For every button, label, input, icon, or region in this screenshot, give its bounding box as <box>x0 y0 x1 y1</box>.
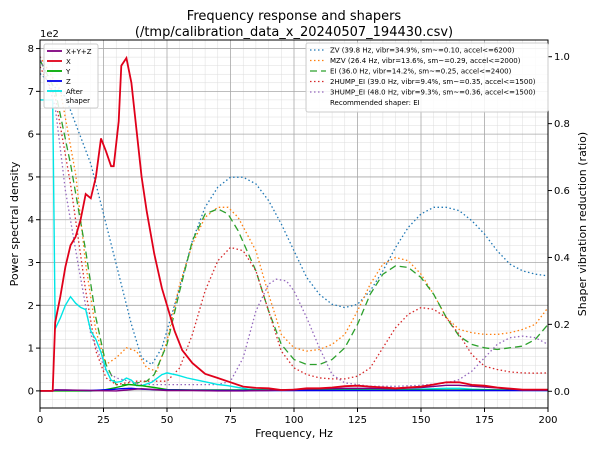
legend-left-label: Y <box>65 68 71 76</box>
legend-left-label: X <box>66 58 71 66</box>
y2-tick-label: 0.4 <box>554 253 570 264</box>
y-exponent-label: 1e2 <box>40 29 59 40</box>
legend-right-label: EI (36.0 Hz, vibr=14.2%, sm~=0.25, accel… <box>330 68 512 76</box>
legend-right: ZV (39.8 Hz, vibr=34.9%, sm~=0.10, accel… <box>305 42 549 113</box>
y-tick-label: 7 <box>28 87 34 98</box>
y-tick-label: 6 <box>28 130 34 141</box>
legend-left-label: Z <box>66 78 71 86</box>
y-axis-left: 0 1 2 3 4 5 6 7 8 <box>28 44 40 397</box>
y2-tick-label: 0.2 <box>554 320 570 331</box>
psd-lines <box>40 55 549 392</box>
legend-right-label: ZV (39.8 Hz, vibr=34.9%, sm~=0.10, accel… <box>330 47 515 55</box>
x-tick-label: 100 <box>284 415 303 426</box>
y2-tick-label: 0.6 <box>554 186 570 197</box>
y2-tick-label: 1.0 <box>554 52 570 63</box>
x-tick-label: 50 <box>161 415 174 426</box>
x-tick-label: 125 <box>348 415 367 426</box>
legend-right-label: 2HUMP_EI (39.0 Hz, vibr=9.4%, sm~=0.35, … <box>330 78 536 86</box>
legend-right-label: 3HUMP_EI (48.0 Hz, vibr=9.3%, sm~=0.36, … <box>330 89 536 97</box>
chart-title: Frequency response and shapers <box>187 9 402 24</box>
recommended-shaper-label: Recommended shaper: EI <box>330 99 420 107</box>
y-axis-right: 0.0 0.2 0.4 0.6 0.8 1.0 <box>548 52 570 398</box>
y-tick-label: 5 <box>28 172 34 183</box>
x-axis-label: Frequency, Hz <box>255 427 333 440</box>
psd-line-1 <box>40 55 548 392</box>
y2-tick-label: 0.0 <box>554 387 570 398</box>
y-tick-label: 4 <box>28 215 34 226</box>
shaper-line-2 <box>39 59 549 386</box>
shaper-lines <box>39 56 549 387</box>
y-tick-label: 0 <box>28 386 34 397</box>
y-tick-label: 3 <box>28 258 34 269</box>
y-tick-label: 1 <box>28 344 34 355</box>
legend-left-label: X+Y+Z <box>66 48 92 56</box>
y2-tick-label: 0.8 <box>554 119 570 130</box>
legend-left-frame <box>43 43 99 109</box>
x-tick-label: 200 <box>538 415 557 426</box>
chart-subtitle: (/tmp/calibration_data_x_20240507_194430… <box>135 25 453 40</box>
x-tick-label: 150 <box>411 415 430 426</box>
legend-right-label: MZV (26.4 Hz, vibr=13.6%, sm~=0.29, acce… <box>330 57 521 65</box>
x-axis: 0 25 50 75 100 125 150 175 200 <box>37 408 558 426</box>
x-tick-label: 75 <box>224 415 237 426</box>
y-axis-label: Power spectral density <box>8 161 21 286</box>
y-tick-label: 2 <box>28 301 34 312</box>
y-axis-label-right: Shaper vibration reduction (ratio) <box>576 132 589 316</box>
legend-right-frame <box>305 42 549 113</box>
y-tick-label: 8 <box>28 44 34 55</box>
legend-left-label: shaper <box>66 97 90 105</box>
x-tick-label: 25 <box>97 415 110 426</box>
x-tick-label: 0 <box>37 415 43 426</box>
legend-left-label: After <box>66 88 83 96</box>
x-tick-label: 175 <box>475 415 494 426</box>
